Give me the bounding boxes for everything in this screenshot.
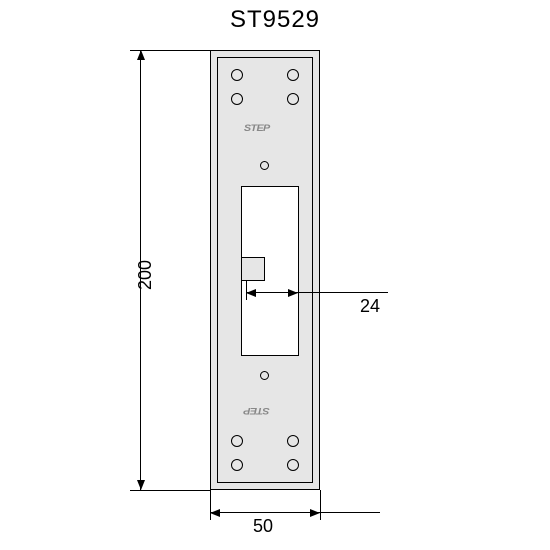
screw-hole (231, 69, 243, 81)
dim-cutout-label: 24 (360, 296, 380, 317)
screw-hole (231, 459, 243, 471)
ext-line (298, 280, 299, 300)
screw-hole (231, 93, 243, 105)
brand-logo-top: STEP (244, 123, 270, 133)
arrow-icon (210, 509, 220, 517)
latch-tab (241, 257, 265, 281)
brand-logo-bottom: STEP (244, 406, 270, 416)
dim-height-label: 200 (135, 260, 156, 290)
arrow-icon (246, 289, 256, 297)
ext-line (320, 490, 321, 520)
screw-hole (287, 69, 299, 81)
dim-leader (298, 292, 388, 293)
screw-hole-small (260, 371, 269, 380)
strike-plate-body: STEP STEP (210, 50, 320, 490)
arrow-icon (310, 509, 320, 517)
part-number-title: ST9529 (0, 6, 550, 34)
latch-cutout (241, 186, 299, 356)
screw-hole (287, 435, 299, 447)
dim-line-width (210, 512, 320, 513)
dim-leader (320, 512, 380, 513)
screw-hole (287, 93, 299, 105)
arrow-icon (137, 50, 145, 60)
screw-hole (287, 459, 299, 471)
screw-hole (231, 435, 243, 447)
dim-width-label: 50 (253, 516, 273, 537)
screw-hole-small (260, 161, 269, 170)
ext-line (130, 490, 210, 491)
arrow-icon (137, 480, 145, 490)
arrow-icon (288, 289, 298, 297)
drawing-canvas: ST9529 STEP STEP 200 (0, 0, 550, 550)
